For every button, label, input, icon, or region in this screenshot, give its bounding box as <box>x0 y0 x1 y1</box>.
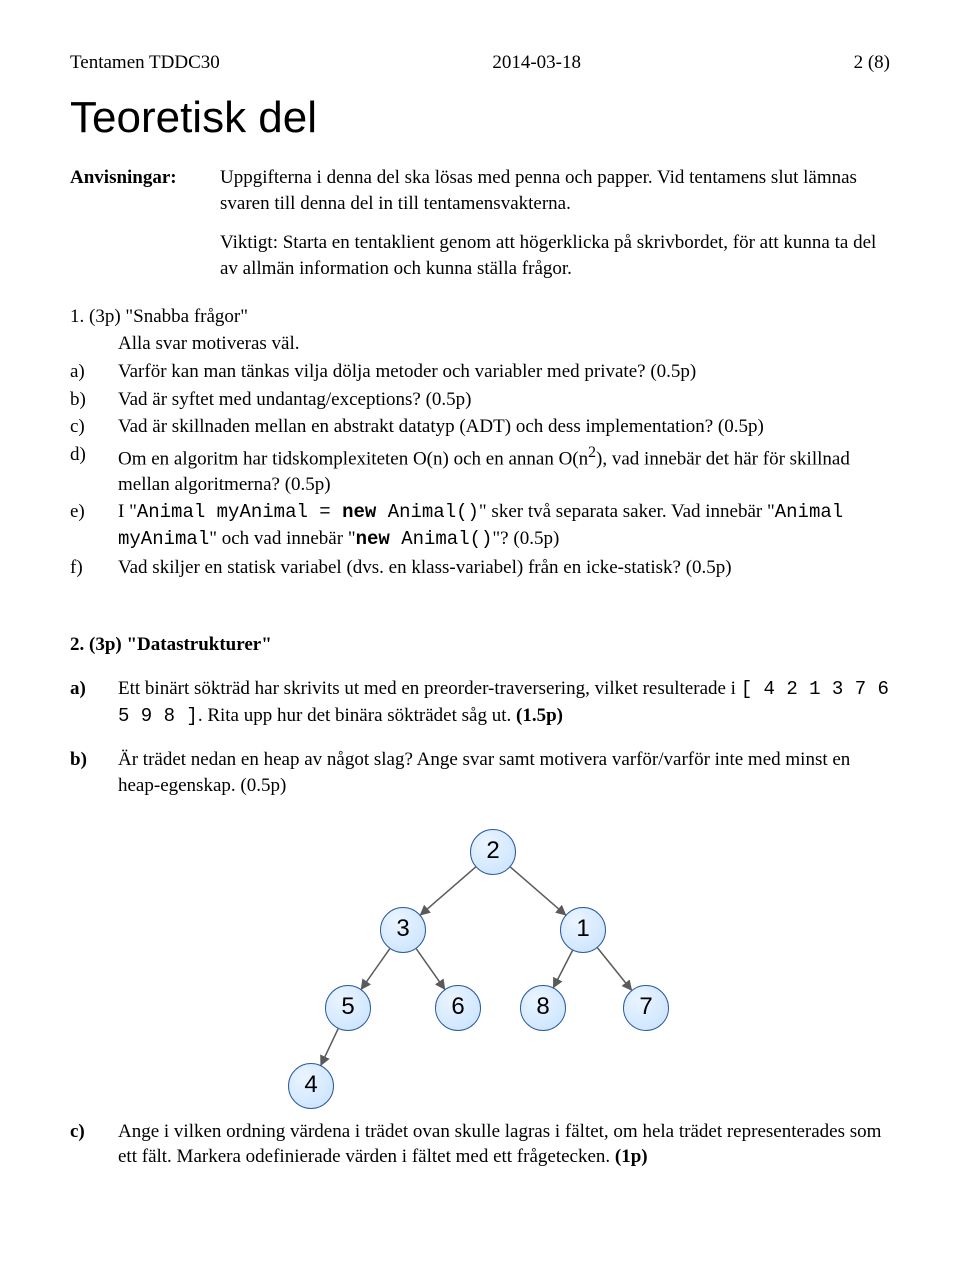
q1-d-text: Om en algoritm har tidskomplexiteten O(n… <box>118 442 890 498</box>
header-right: 2 (8) <box>854 50 890 76</box>
q2-item-b: b) Är trädet nedan en heap av något slag… <box>70 747 890 798</box>
q1-c-text: Vad är skillnaden mellan en abstrakt dat… <box>118 414 890 440</box>
q1-f-label: f) <box>70 555 118 581</box>
tree-node-5: 5 <box>325 985 371 1031</box>
q1-item-b: b) Vad är syftet med undantag/exceptions… <box>70 387 890 413</box>
tree-node-6: 6 <box>435 985 481 1031</box>
instructions-para2: Viktigt: Starta en tentaklient genom att… <box>220 230 890 281</box>
q1-item-d: d) Om en algoritm har tidskomplexiteten … <box>70 442 890 498</box>
q1-e-label: e) <box>70 499 118 552</box>
instructions-block: Anvisningar: Uppgifterna i denna del ska… <box>70 165 890 216</box>
header-center: 2014-03-18 <box>492 50 581 76</box>
q2-head: 2. (3p) "Datastrukturer" <box>70 632 890 658</box>
page-header: Tentamen TDDC30 2014-03-18 2 (8) <box>70 50 890 76</box>
q1-head: 1. (3p) "Snabba frågor" <box>70 304 890 330</box>
q1-item-c: c) Vad är skillnaden mellan en abstrakt … <box>70 414 890 440</box>
tree-edge <box>321 1028 338 1064</box>
q1-c-label: c) <box>70 414 118 440</box>
q1-item-e: e) I "Animal myAnimal = new Animal()" sk… <box>70 499 890 552</box>
tree-node-2: 2 <box>470 829 516 875</box>
q1-b-text: Vad är syftet med undantag/exceptions? (… <box>118 387 890 413</box>
q1-a-text: Varför kan man tänkas vilja dölja metode… <box>118 359 890 385</box>
q2-item-a: a) Ett binärt sökträd har skrivits ut me… <box>70 676 890 729</box>
q2-c-label: c) <box>70 1119 118 1170</box>
tree-node-4: 4 <box>288 1063 334 1109</box>
tree-node-1: 1 <box>560 907 606 953</box>
tree-edge <box>554 950 573 987</box>
q1-a-label: a) <box>70 359 118 385</box>
tree-node-8: 8 <box>520 985 566 1031</box>
q1-item-f: f) Vad skiljer en statisk variabel (dvs.… <box>70 555 890 581</box>
q2-b-label: b) <box>70 747 118 798</box>
instructions-para1: Uppgifterna i denna del ska lösas med pe… <box>220 165 890 216</box>
tree-edge <box>510 867 565 915</box>
page-title: Teoretisk del <box>70 88 890 147</box>
tree-edge <box>416 948 444 988</box>
header-left: Tentamen TDDC30 <box>70 50 220 76</box>
q1-item-a: a) Varför kan man tänkas vilja dölja met… <box>70 359 890 385</box>
q1-d-label: d) <box>70 442 118 498</box>
tree-edge <box>420 867 475 915</box>
tree-diagram: 23 1 5 68 7 4 <box>70 817 890 1107</box>
q2-a-label: a) <box>70 676 118 729</box>
q1-e-text: I "Animal myAnimal = new Animal()" sker … <box>118 499 890 552</box>
q2-a-text: Ett binärt sökträd har skrivits ut med e… <box>118 676 890 729</box>
q2-c-text: Ange i vilken ordning värdena i trädet o… <box>118 1119 890 1170</box>
tree-edge <box>361 948 389 988</box>
q2-item-c: c) Ange i vilken ordning värdena i träde… <box>70 1119 890 1170</box>
tree-edge <box>598 947 632 989</box>
tree-node-7: 7 <box>623 985 669 1031</box>
q1-f-text: Vad skiljer en statisk variabel (dvs. en… <box>118 555 890 581</box>
q1-b-label: b) <box>70 387 118 413</box>
q2-b-text: Är trädet nedan en heap av något slag? A… <box>118 747 890 798</box>
q1-sub: Alla svar motiveras väl. <box>118 331 890 357</box>
tree-node-3: 3 <box>380 907 426 953</box>
instructions-label: Anvisningar: <box>70 165 220 216</box>
